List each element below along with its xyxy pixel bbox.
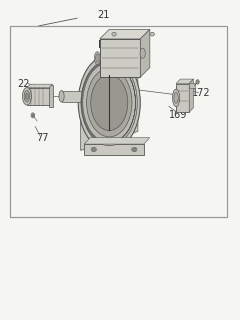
Polygon shape [100, 29, 150, 39]
Text: 77: 77 [36, 133, 49, 143]
Ellipse shape [92, 148, 95, 151]
Ellipse shape [31, 113, 35, 118]
Ellipse shape [140, 48, 145, 58]
Ellipse shape [94, 52, 100, 64]
Polygon shape [176, 79, 193, 84]
Ellipse shape [84, 68, 134, 144]
Bar [84, 144, 144, 155]
Ellipse shape [196, 80, 199, 84]
Bar [49, 85, 54, 108]
Bar [189, 83, 195, 88]
Text: 172: 172 [192, 88, 210, 98]
Bar [61, 91, 85, 102]
Ellipse shape [133, 148, 136, 151]
Text: 22: 22 [17, 78, 30, 89]
Ellipse shape [132, 147, 137, 152]
Ellipse shape [78, 55, 140, 150]
Bar [10, 26, 227, 217]
Ellipse shape [112, 32, 116, 36]
Ellipse shape [91, 75, 128, 131]
Ellipse shape [81, 60, 137, 146]
Ellipse shape [174, 92, 178, 103]
Ellipse shape [96, 54, 99, 62]
Bar [100, 39, 140, 77]
Ellipse shape [22, 87, 31, 105]
Ellipse shape [24, 91, 30, 102]
Ellipse shape [25, 93, 29, 100]
Ellipse shape [87, 68, 132, 137]
Polygon shape [140, 29, 150, 77]
Polygon shape [81, 68, 138, 150]
Ellipse shape [32, 114, 34, 117]
Bar [27, 88, 50, 105]
Ellipse shape [91, 147, 96, 152]
Polygon shape [189, 79, 193, 112]
Ellipse shape [59, 91, 64, 102]
Ellipse shape [150, 32, 154, 36]
Text: NSS: NSS [98, 40, 118, 50]
Polygon shape [27, 84, 53, 87]
Ellipse shape [173, 89, 180, 107]
Text: 21: 21 [97, 10, 109, 20]
Polygon shape [84, 138, 150, 144]
Bar [10, 26, 227, 217]
Bar [176, 84, 189, 112]
Text: 169: 169 [169, 110, 188, 120]
